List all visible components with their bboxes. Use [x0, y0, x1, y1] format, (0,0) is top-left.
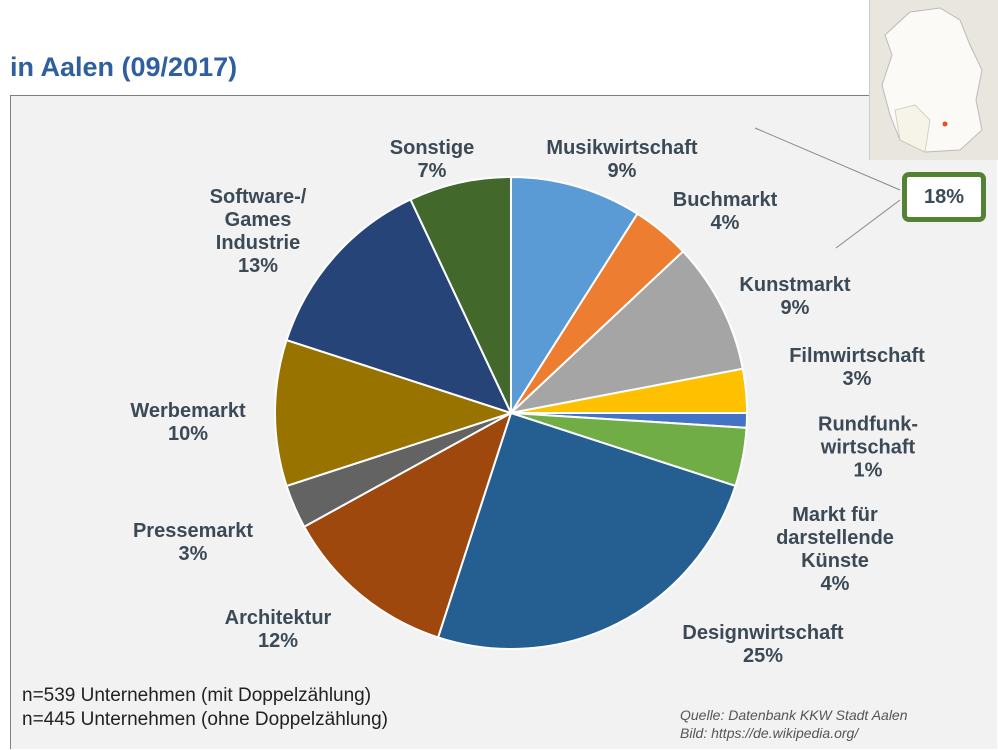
pie-slice — [409, 175, 512, 414]
category-label: Filmwirtschaft — [789, 345, 925, 367]
pie-slice — [285, 198, 513, 415]
category-label: Rundfunk- wirtschaft — [818, 413, 918, 459]
value-label: 10% — [167, 423, 209, 445]
category-label: Kunstmarkt — [739, 274, 851, 296]
note: n=539 Unternehmen (mit Doppelzählung) — [22, 685, 372, 706]
slice-label: Rundfunk- wirtschaft 1% — [818, 414, 918, 483]
city-marker — [942, 121, 948, 127]
value-label: 3% — [178, 543, 208, 565]
slice-label: Designwirtschaft 25% — [682, 622, 843, 668]
slice-label: Pressemarkt 3% — [133, 520, 253, 566]
category-label: Buchmarkt — [672, 189, 778, 211]
value-label: 1% — [853, 459, 883, 482]
value-label: 9% — [607, 160, 637, 182]
slice-label: Musikwirtschaft 9% — [546, 137, 697, 183]
value-label: 12% — [257, 630, 299, 652]
pie-slice — [507, 250, 744, 415]
category-label: Werbemarkt — [130, 400, 246, 422]
source-line: Quelle: Datenbank KKW Stadt Aalen — [680, 707, 908, 723]
pie-slice — [436, 411, 737, 650]
value-label: 3% — [842, 368, 872, 390]
source: Quelle: Datenbank KKW Stadt Aalen Bild: … — [680, 706, 908, 742]
note: n=445 Unternehmen (ohne Doppelzählung) — [22, 709, 389, 730]
slice-label: Werbemarkt 10% — [130, 400, 245, 446]
value-label: 13% — [237, 255, 279, 277]
value-label: 4% — [820, 573, 850, 595]
category-label: Pressemarkt — [132, 520, 254, 542]
region-outline — [894, 104, 931, 153]
highlight-box: 18% — [902, 172, 986, 222]
slice-label: Architektur 12% — [225, 607, 332, 653]
category-label: Musikwirtschaft — [546, 137, 698, 159]
category-label: Sonstige — [389, 137, 475, 159]
callout-line — [835, 199, 901, 249]
notes: n=539 Unternehmen (mit Doppelzählung) n=… — [22, 684, 388, 732]
value-label: 7% — [417, 160, 447, 182]
category-label: Markt für darstellende Künste — [776, 504, 894, 572]
value-label: 9% — [780, 297, 810, 319]
slice-label: Software-/ Games Industrie 13% — [210, 186, 307, 278]
slice-label: Markt für darstellende Künste 4% — [776, 504, 894, 596]
value-label: 4% — [710, 212, 740, 234]
category-label: Software-/ Games Industrie — [209, 186, 307, 254]
category-label: Designwirtschaft — [682, 622, 844, 644]
chart-title: in Aalen (09/2017) — [10, 52, 238, 82]
callout-line — [754, 127, 901, 191]
map-drawing — [881, 7, 983, 153]
pie-slice — [510, 175, 639, 417]
category-label: Architektur — [224, 607, 332, 629]
slice-label: Filmwirtschaft 3% — [789, 345, 925, 391]
slice-label: Sonstige 7% — [390, 137, 474, 183]
value-label: 25% — [742, 645, 784, 667]
source-line: Bild: https://de.wikipedia.org/ — [680, 725, 859, 741]
pie-slice — [302, 410, 513, 639]
pie-slice — [274, 338, 515, 488]
slice-label: Buchmarkt 4% — [673, 189, 777, 235]
map-thumbnail — [869, 0, 998, 160]
slice-label: Kunstmarkt 9% — [739, 274, 850, 320]
